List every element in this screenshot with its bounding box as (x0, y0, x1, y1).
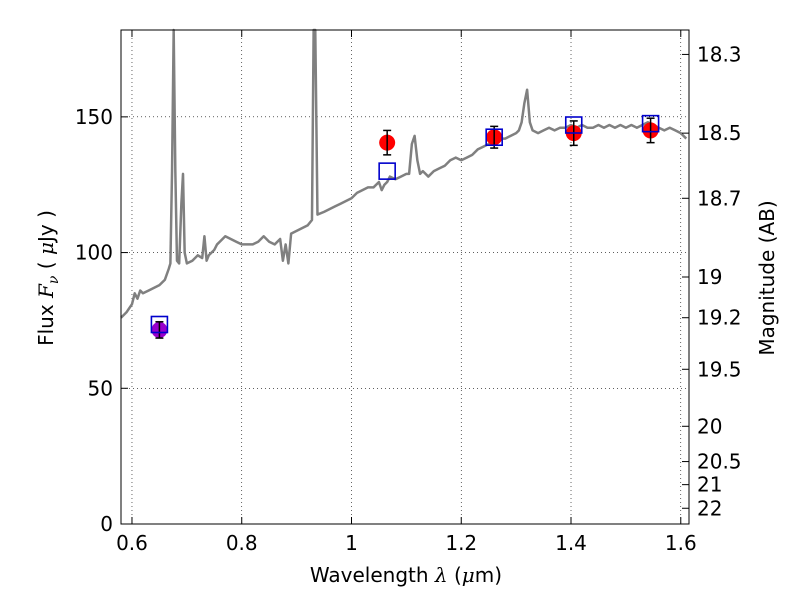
magnitude-tick-label: 18.7 (697, 186, 742, 210)
plot-frame (120, 29, 690, 525)
synthetic-photometry-layer (150, 114, 660, 334)
model-spectrum-line (120, 28, 688, 319)
magnitude-tick-label: 19.5 (697, 357, 742, 381)
magnitude-tick-label: 21 (697, 473, 722, 497)
synthetic-point (150, 315, 169, 334)
x-tick-label: 0.6 (116, 531, 148, 555)
y-axis-label: Flux Fν ( μJy ) (34, 210, 62, 346)
observed-photometry-layer (151, 117, 659, 339)
magnitude-tick-label: 18.3 (697, 42, 742, 66)
magnitude-tick-label: 22 (697, 496, 722, 520)
y-tick-label: 150 (75, 105, 113, 129)
x-axis-ticks: 0.6 0.8 1 1.2 1.4 1.6 (116, 30, 697, 555)
synthetic-point (641, 114, 660, 133)
magnitude-tick-label: 20.5 (697, 450, 742, 474)
y-axis-ticks: 0 50 100 150 (75, 105, 128, 536)
x-tick-label: 1.4 (555, 531, 587, 555)
x-axis-label: Wavelength λ (μm) (310, 563, 502, 587)
synthetic-point (378, 162, 396, 180)
magnitude-tick-label: 19 (697, 265, 722, 289)
grid-lines (121, 30, 689, 524)
x-tick-label: 1.6 (665, 531, 697, 555)
model-spectrum-layer (120, 28, 688, 319)
y-tick-label: 50 (88, 376, 113, 400)
y-tick-label: 0 (100, 512, 113, 536)
magnitude-tick-label: 20 (697, 414, 722, 438)
x-tick-label: 1.2 (445, 531, 477, 555)
magnitude-axis-label: Magnitude (AB) (755, 200, 779, 355)
x-tick-label: 0.8 (226, 531, 258, 555)
synthetic-point (564, 116, 583, 134)
x-tick-label: 1 (345, 531, 358, 555)
magnitude-tick-label: 18.5 (697, 121, 742, 145)
y-tick-label: 100 (75, 241, 113, 265)
synthetic-point (485, 128, 503, 147)
magnitude-tick-label: 19.2 (697, 306, 742, 330)
